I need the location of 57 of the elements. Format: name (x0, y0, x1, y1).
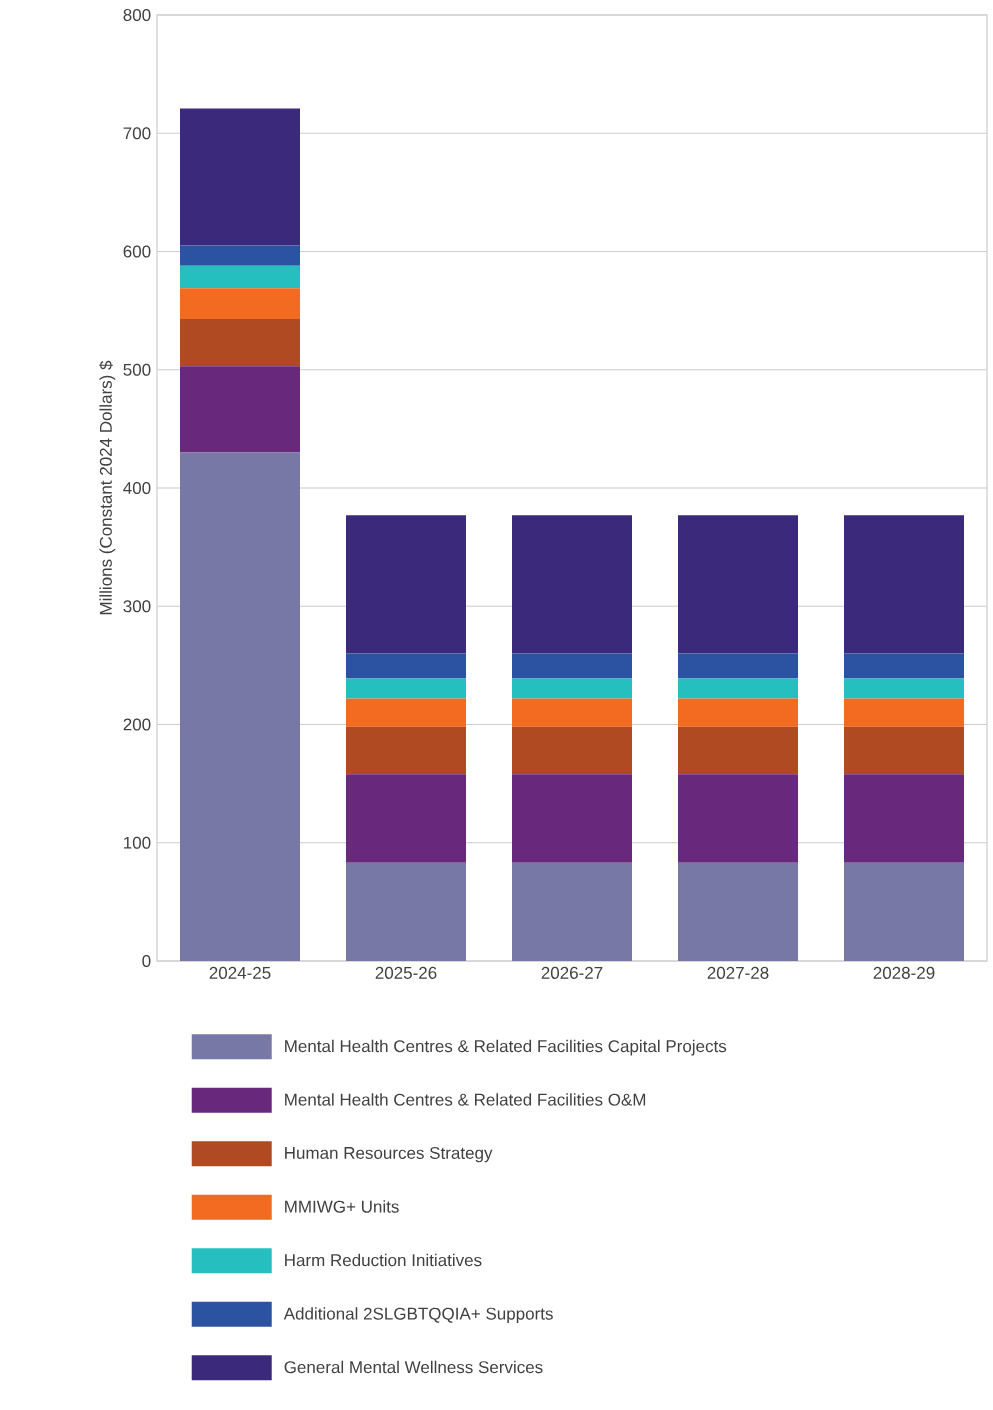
bar (180, 318, 300, 367)
bar (180, 288, 300, 319)
y-tick-label: 200 (123, 718, 151, 731)
bar (678, 653, 798, 679)
bar (346, 653, 466, 679)
x-tick-label: 2027-28 (707, 966, 769, 979)
bar (512, 726, 632, 775)
bar (180, 366, 300, 453)
bar (180, 108, 300, 246)
bar (180, 452, 300, 961)
x-tick-label: 2026-27 (541, 966, 603, 979)
legend-label: Mental Health Centres & Related Facilities O&M (285, 1093, 646, 1106)
bar (180, 265, 300, 289)
bar (844, 774, 965, 863)
bar (346, 698, 466, 727)
y-tick-label: 300 (123, 600, 151, 613)
x-tick-label: 2024-25 (209, 966, 271, 979)
legend-label: General Mental Wellness Services (284, 1360, 543, 1374)
bar (346, 726, 466, 775)
bar (346, 774, 466, 863)
bar (346, 678, 466, 699)
y-tick-label: 0 (142, 954, 151, 968)
bar (512, 678, 632, 699)
bar (346, 862, 466, 961)
legend-label: Harm Reduction Initiatives (285, 1253, 482, 1267)
bar (512, 862, 632, 961)
bar (346, 515, 466, 654)
bar (512, 774, 632, 863)
y-axis-title: Millions (Constant 2024 Dollars) $ (99, 360, 116, 615)
y-tick-label: 500 (123, 363, 151, 376)
bar (180, 245, 300, 266)
bar (844, 698, 965, 727)
legend-label: Mental Health Centres & Related Facilities Capital Projects (285, 1039, 727, 1056)
legend-label: Additional 2SLGBTQQIA+ Supports (283, 1307, 553, 1324)
bar (512, 653, 632, 679)
bar (512, 698, 632, 727)
bar (844, 515, 965, 654)
bar (678, 726, 798, 775)
bar (844, 678, 965, 699)
legend-label: MMIWG+ Units (285, 1200, 399, 1213)
x-tick-label: 2028-29 (873, 966, 935, 979)
bar (678, 515, 798, 654)
legend-label: Human Resources Strategy (285, 1146, 493, 1163)
x-tick-label: 2025-26 (375, 966, 437, 979)
bar (844, 862, 965, 961)
bar (844, 653, 965, 679)
bar (678, 774, 798, 863)
bar (678, 862, 798, 961)
y-tick-label: 100 (124, 836, 151, 849)
bar (512, 515, 632, 654)
y-tick-label: 600 (123, 245, 151, 258)
bar (844, 726, 965, 775)
y-tick-label: 700 (123, 127, 151, 140)
y-tick-label: 800 (123, 8, 151, 22)
bar (678, 678, 798, 699)
bar (678, 698, 798, 727)
y-tick-label: 400 (123, 481, 151, 495)
